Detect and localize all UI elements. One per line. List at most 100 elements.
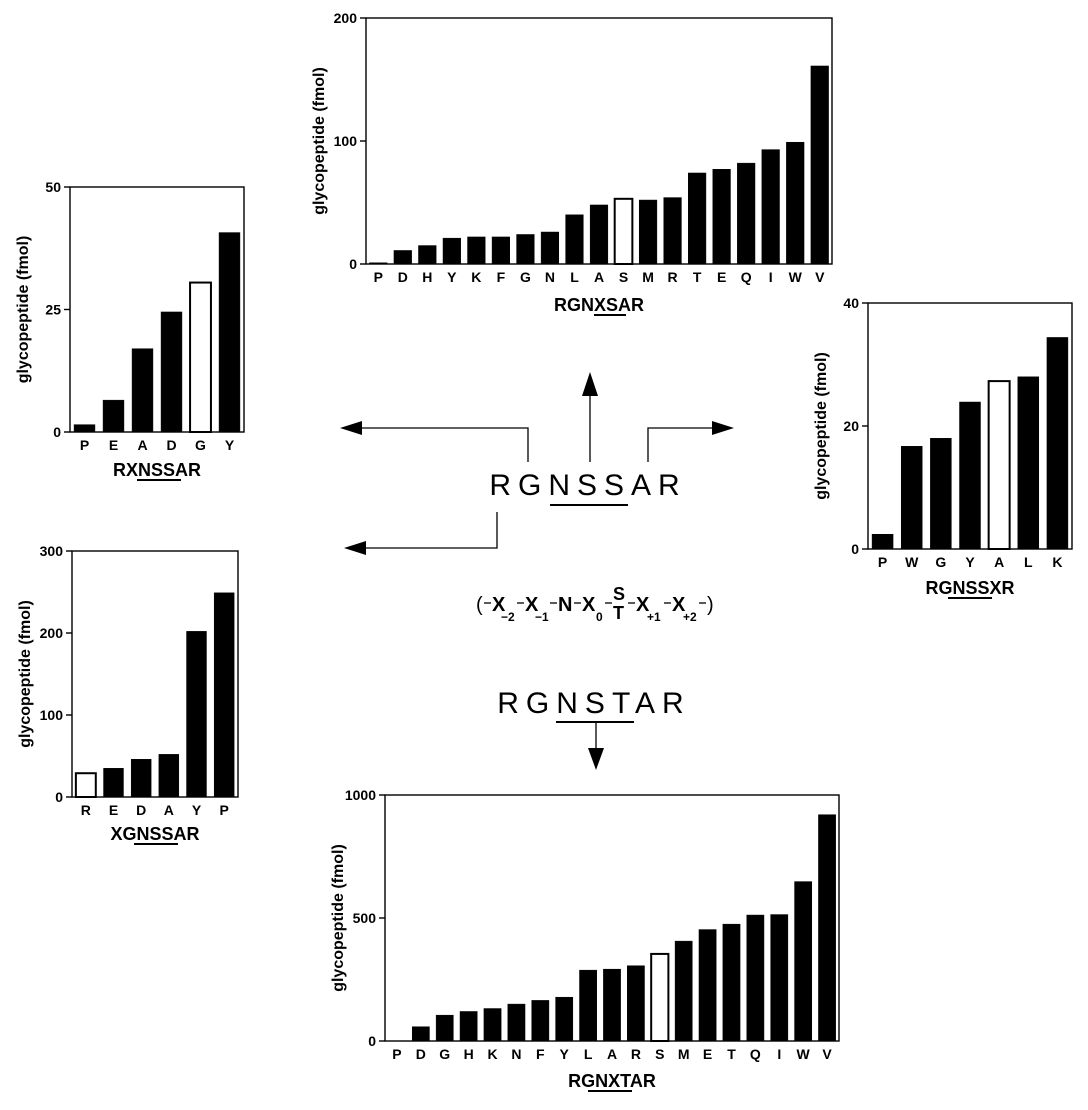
formula-x-minus1: X xyxy=(525,594,539,616)
bar-W xyxy=(794,881,813,1042)
x-tick-label: M xyxy=(678,1046,690,1062)
bar-Y xyxy=(186,631,207,798)
bar-T xyxy=(688,172,707,265)
x-tick-label: N xyxy=(545,269,555,285)
x-tick-label: V xyxy=(822,1046,832,1062)
y-tick-label: 0 xyxy=(55,789,63,805)
bar-Q xyxy=(746,914,765,1042)
x-tick-label: Q xyxy=(750,1046,761,1062)
y-tick-label: 300 xyxy=(40,543,64,559)
x-tick-label: I xyxy=(777,1046,781,1062)
y-tick-label: 0 xyxy=(368,1033,376,1049)
formula-x-minus2: X xyxy=(492,594,506,616)
y-tick-label: 40 xyxy=(843,295,859,311)
x-tick-label: R xyxy=(668,269,678,285)
formula-close-paren: ) xyxy=(707,594,714,616)
y-tick-label: 1000 xyxy=(345,787,376,803)
bar-R xyxy=(627,965,645,1042)
y-tick-label: 500 xyxy=(353,910,377,926)
formula-n: N xyxy=(558,594,572,616)
bar-I xyxy=(770,914,789,1042)
x-tick-label: S xyxy=(655,1046,664,1062)
bar-T xyxy=(722,923,741,1042)
chart-left-top: 0 25 50 glycopeptide (fmol) P E A D G Y RXNSSAR xyxy=(15,179,245,481)
bar-F xyxy=(491,236,510,265)
x-tick-label: E xyxy=(109,437,118,453)
x-tick-label: P xyxy=(80,437,89,453)
arrow-right xyxy=(647,421,734,462)
sequon-formula: ( X −2 X −1 N X 0 S T X +1 X +2 ) xyxy=(476,584,714,624)
bar-R xyxy=(74,772,97,798)
x-tick-label: G xyxy=(520,269,531,285)
bar-M xyxy=(674,940,693,1042)
bar-N xyxy=(540,231,560,265)
x-tick-label: D xyxy=(398,269,408,285)
bar-G xyxy=(189,281,212,433)
x-tick-label: Y xyxy=(447,269,457,285)
bar-P xyxy=(213,592,235,798)
bar-L xyxy=(565,214,584,265)
formula-s: S xyxy=(613,584,625,604)
y-axis-label: glycopeptide (fmol) xyxy=(813,352,830,500)
bar-N xyxy=(507,1003,526,1042)
x-tick-label: W xyxy=(789,269,803,285)
x-tick-label: K xyxy=(471,269,481,285)
y-axis-label: glycopeptide (fmol) xyxy=(15,236,32,384)
x-tick-label: A xyxy=(607,1046,617,1062)
x-tick-label: P xyxy=(878,554,887,570)
x-tick-label: R xyxy=(631,1046,641,1062)
x-tick-label: G xyxy=(439,1046,450,1062)
bar-K xyxy=(1046,337,1069,550)
formula-x-plus1-sub: +1 xyxy=(647,610,661,624)
y-tick-label: 100 xyxy=(334,133,358,149)
arrow-left-lower xyxy=(344,512,498,555)
x-tick-label: D xyxy=(136,802,146,818)
arrow-left-upper xyxy=(340,421,529,462)
bar-Y xyxy=(218,232,241,433)
bar-W xyxy=(900,446,923,550)
x-tick-label: T xyxy=(727,1046,736,1062)
x-tick-label: S xyxy=(619,269,628,285)
chart-bottom: 0 500 1000 glycopeptide (fmol) P D G H K N F Y L A R S M… xyxy=(330,787,840,1092)
bar-H xyxy=(459,1011,478,1042)
arrow-up xyxy=(582,372,598,462)
x-tick-label: Y xyxy=(225,437,235,453)
sequence-rgnssar: RGNSSAR xyxy=(489,469,686,502)
y-tick-label: 50 xyxy=(45,179,61,195)
bar-E xyxy=(103,768,124,798)
bar-S xyxy=(613,197,634,265)
y-tick-label: 100 xyxy=(40,707,64,723)
bar-Y xyxy=(555,996,574,1042)
x-tick-label: D xyxy=(416,1046,426,1062)
formula-x-plus1: X xyxy=(636,594,650,616)
x-tick-label: L xyxy=(584,1046,593,1062)
x-tick-label: L xyxy=(570,269,579,285)
y-tick-label: 20 xyxy=(843,418,859,434)
x-tick-label: A xyxy=(994,554,1004,570)
x-tick-label: K xyxy=(1052,554,1062,570)
x-tick-label: P xyxy=(392,1046,401,1062)
bar-P xyxy=(73,424,96,433)
y-tick-label: 200 xyxy=(334,10,358,26)
bar-E xyxy=(712,169,731,265)
bar-E xyxy=(102,399,125,433)
plot-frame xyxy=(69,186,245,433)
x-tick-label: G xyxy=(935,554,946,570)
x-tick-label: A xyxy=(137,437,147,453)
x-tick-label: D xyxy=(166,437,176,453)
x-tick-label: P xyxy=(374,269,383,285)
panel-label: RGNXTAR xyxy=(568,1071,656,1091)
formula-t: T xyxy=(613,603,624,623)
x-tick-label: G xyxy=(195,437,206,453)
bar-K xyxy=(483,1008,502,1042)
bar-A xyxy=(131,348,154,433)
y-tick-label: 0 xyxy=(349,256,357,272)
bar-P xyxy=(871,533,894,550)
x-tick-label: E xyxy=(717,269,726,285)
x-tick-label: V xyxy=(815,269,825,285)
bar-S xyxy=(650,952,670,1043)
sequence-rgnstar: RGNSTAR xyxy=(497,687,690,720)
x-tick-label: E xyxy=(109,802,118,818)
bar-A xyxy=(589,204,609,265)
